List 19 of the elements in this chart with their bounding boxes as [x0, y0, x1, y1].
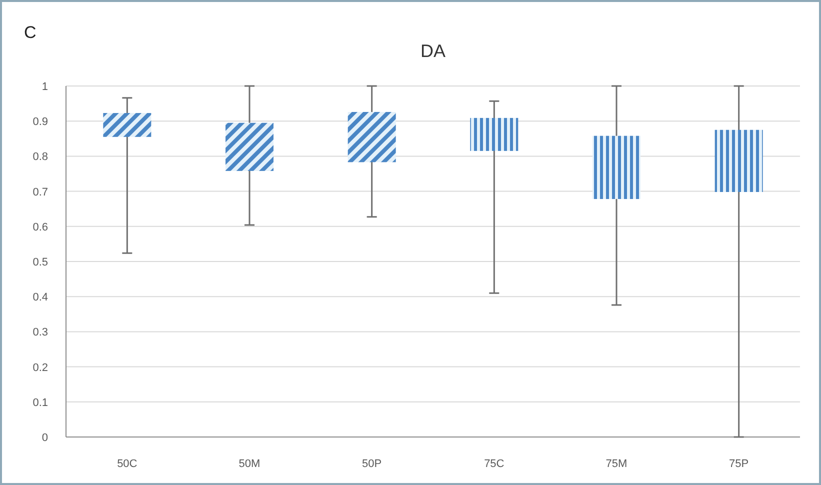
x-tick-label: 75P [729, 458, 749, 470]
y-tick-label: 0.3 [32, 326, 48, 339]
x-tick-label: 50P [362, 458, 382, 470]
y-tick-label: 0.9 [32, 116, 48, 128]
x-tick-label: 75C [484, 458, 504, 470]
y-tick-label: 0.4 [32, 292, 48, 304]
y-tick-label: 1 [42, 81, 48, 93]
y-tick-label: 0.5 [32, 256, 48, 268]
x-tick-label: 50C [117, 458, 138, 470]
chart-title: DA [420, 41, 446, 61]
y-tick-label: 0.7 [32, 186, 48, 198]
y-tick-label: 0.6 [32, 221, 48, 234]
y-tick-label: 0.2 [32, 362, 48, 374]
text: C [24, 23, 36, 42]
x-tick-label: 75M [606, 458, 628, 470]
x-tick-label: 50M [238, 458, 260, 470]
y-tick-label: 0 [42, 432, 48, 444]
y-tick-label: 0.8 [32, 151, 48, 164]
y-tick-label: 0.1 [32, 396, 48, 409]
